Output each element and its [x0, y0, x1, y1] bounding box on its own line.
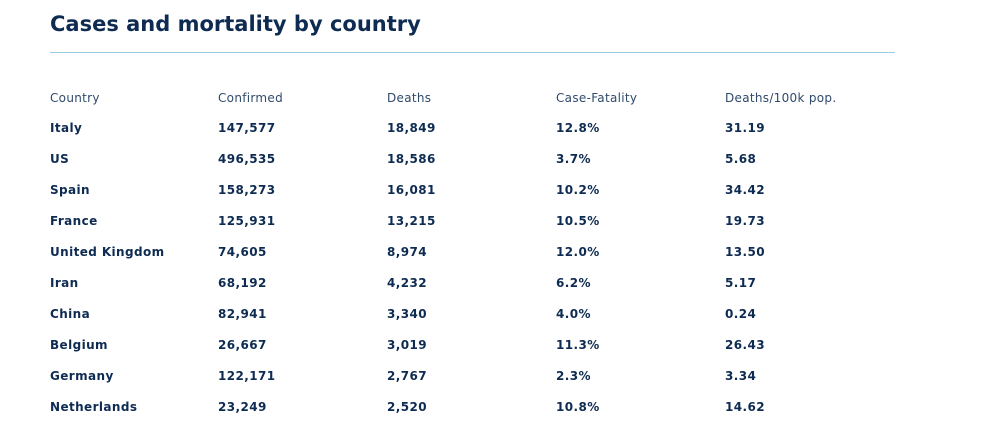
table-row: Germany 122,171 2,767 2.3% 3.34 [50, 360, 895, 391]
cell-case-fatality: 2.3% [556, 368, 591, 383]
cell-country: China [50, 306, 91, 321]
cell-case-fatality: 12.8% [556, 120, 600, 135]
column-header-confirmed: Confirmed [218, 90, 283, 105]
cell-deaths-per-100k: 5.68 [725, 151, 757, 166]
cell-deaths: 13,215 [387, 213, 436, 228]
cell-deaths: 3,019 [387, 337, 427, 352]
cell-deaths-per-100k: 0.24 [725, 306, 757, 321]
cell-confirmed: 68,192 [218, 275, 267, 290]
table-row: Italy 147,577 18,849 12.8% 31.19 [50, 112, 895, 143]
cell-deaths: 18,849 [387, 120, 436, 135]
cell-country: Germany [50, 368, 114, 383]
title-divider [50, 52, 895, 53]
cell-case-fatality: 10.5% [556, 213, 600, 228]
cell-deaths-per-100k: 34.42 [725, 182, 765, 197]
cell-deaths: 3,340 [387, 306, 427, 321]
cell-confirmed: 125,931 [218, 213, 276, 228]
cell-deaths-per-100k: 3.34 [725, 368, 757, 383]
cell-case-fatality: 10.8% [556, 399, 600, 414]
cell-confirmed: 82,941 [218, 306, 267, 321]
cell-confirmed: 23,249 [218, 399, 267, 414]
cell-deaths-per-100k: 13.50 [725, 244, 765, 259]
cell-confirmed: 158,273 [218, 182, 276, 197]
cell-country: United Kingdom [50, 244, 165, 259]
cell-deaths: 2,520 [387, 399, 427, 414]
country-mortality-table: Country Confirmed Deaths Case-Fatality D… [50, 83, 895, 422]
cell-country: Netherlands [50, 399, 138, 414]
column-header-case-fatality: Case-Fatality [556, 90, 638, 105]
cell-deaths-per-100k: 19.73 [725, 213, 765, 228]
table-row: US 496,535 18,586 3.7% 5.68 [50, 143, 895, 174]
cell-confirmed: 26,667 [218, 337, 267, 352]
cell-country: Spain [50, 182, 90, 197]
table-row: China 82,941 3,340 4.0% 0.24 [50, 298, 895, 329]
cell-confirmed: 74,605 [218, 244, 267, 259]
cell-deaths: 18,586 [387, 151, 436, 166]
cell-case-fatality: 6.2% [556, 275, 591, 290]
cell-deaths-per-100k: 14.62 [725, 399, 765, 414]
table-row: Belgium 26,667 3,019 11.3% 26.43 [50, 329, 895, 360]
cell-deaths-per-100k: 5.17 [725, 275, 757, 290]
cell-country: France [50, 213, 98, 228]
cell-confirmed: 147,577 [218, 120, 276, 135]
table-row: Iran 68,192 4,232 6.2% 5.17 [50, 267, 895, 298]
cell-deaths-per-100k: 26.43 [725, 337, 765, 352]
cell-country: Belgium [50, 337, 108, 352]
column-header-deaths-per-100k: Deaths/100k pop. [725, 90, 837, 105]
cell-confirmed: 496,535 [218, 151, 276, 166]
table-header-row: Country Confirmed Deaths Case-Fatality D… [50, 83, 895, 112]
column-header-country: Country [50, 90, 100, 105]
column-header-deaths: Deaths [387, 90, 432, 105]
table-row: Netherlands 23,249 2,520 10.8% 14.62 [50, 391, 895, 422]
page-title: Cases and mortality by country [50, 12, 421, 36]
cell-deaths: 16,081 [387, 182, 436, 197]
cell-country: US [50, 151, 70, 166]
cell-case-fatality: 4.0% [556, 306, 591, 321]
cell-country: Italy [50, 120, 83, 135]
cell-country: Iran [50, 275, 79, 290]
cell-deaths-per-100k: 31.19 [725, 120, 765, 135]
cell-confirmed: 122,171 [218, 368, 276, 383]
cell-case-fatality: 3.7% [556, 151, 591, 166]
cell-deaths: 2,767 [387, 368, 427, 383]
table-row: United Kingdom 74,605 8,974 12.0% 13.50 [50, 236, 895, 267]
cell-case-fatality: 10.2% [556, 182, 600, 197]
cell-case-fatality: 11.3% [556, 337, 600, 352]
table-row: Spain 158,273 16,081 10.2% 34.42 [50, 174, 895, 205]
table-row: France 125,931 13,215 10.5% 19.73 [50, 205, 895, 236]
cell-deaths: 8,974 [387, 244, 427, 259]
cell-deaths: 4,232 [387, 275, 427, 290]
cell-case-fatality: 12.0% [556, 244, 600, 259]
